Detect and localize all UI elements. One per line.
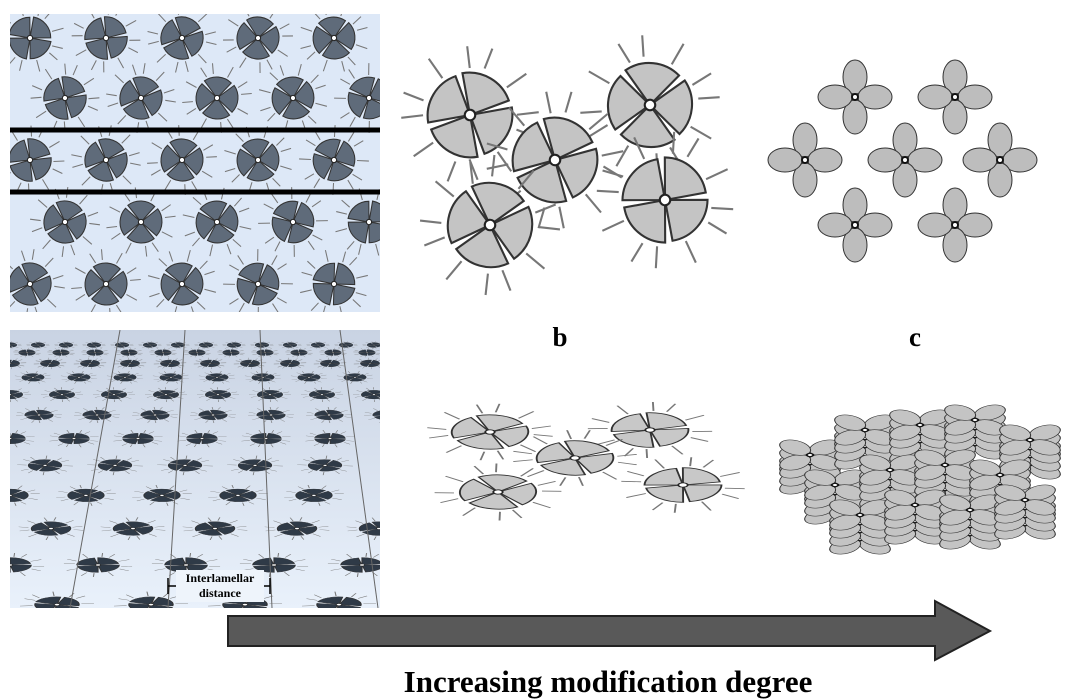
arrow-label: Increasing modification degree <box>404 664 813 699</box>
panel-c <box>768 60 1037 262</box>
molecule <box>918 60 992 134</box>
arrow <box>228 601 990 660</box>
figure: a b c Interlamellar distance Increasing … <box>0 0 1066 700</box>
molecule <box>603 449 764 521</box>
panel-label: b <box>552 322 567 352</box>
panel-label: c <box>909 322 921 352</box>
molecule <box>573 395 727 464</box>
panel-e <box>425 395 763 524</box>
annotation: Interlamellar <box>186 571 255 585</box>
molecule <box>963 123 1037 197</box>
molecule <box>768 123 842 197</box>
molecule <box>390 35 551 196</box>
panel-b <box>390 20 754 300</box>
molecule <box>427 404 552 460</box>
molecule <box>918 188 992 262</box>
annotation: distance <box>199 586 242 600</box>
molecule <box>818 188 892 262</box>
panel-f <box>755 393 1066 567</box>
molecule <box>868 123 942 197</box>
molecule <box>818 60 892 134</box>
